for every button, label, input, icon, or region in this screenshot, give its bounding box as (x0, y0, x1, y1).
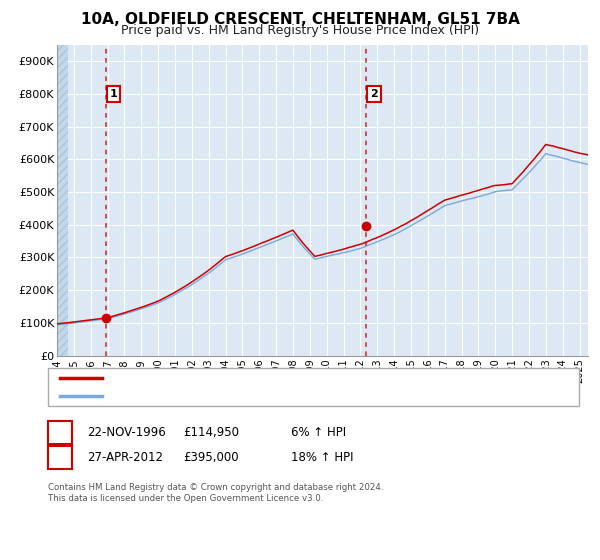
Text: 27-APR-2012: 27-APR-2012 (87, 451, 163, 464)
Text: Price paid vs. HM Land Registry's House Price Index (HPI): Price paid vs. HM Land Registry's House … (121, 24, 479, 36)
Text: Contains HM Land Registry data © Crown copyright and database right 2024.: Contains HM Land Registry data © Crown c… (48, 483, 383, 492)
Text: 2: 2 (370, 89, 378, 99)
Text: 10A, OLDFIELD CRESCENT, CHELTENHAM, GL51 7BA (detached house): 10A, OLDFIELD CRESCENT, CHELTENHAM, GL51… (108, 373, 475, 383)
Text: £114,950: £114,950 (183, 426, 239, 439)
Text: 1: 1 (110, 89, 118, 99)
Text: 2: 2 (56, 451, 64, 464)
Text: This data is licensed under the Open Government Licence v3.0.: This data is licensed under the Open Gov… (48, 494, 323, 503)
Bar (57, 45, 68, 356)
Text: 1: 1 (56, 426, 64, 439)
Text: 6% ↑ HPI: 6% ↑ HPI (291, 426, 346, 439)
Text: 18% ↑ HPI: 18% ↑ HPI (291, 451, 353, 464)
Text: 22-NOV-1996: 22-NOV-1996 (87, 426, 166, 439)
Text: 10A, OLDFIELD CRESCENT, CHELTENHAM, GL51 7BA: 10A, OLDFIELD CRESCENT, CHELTENHAM, GL51… (80, 12, 520, 27)
Text: HPI: Average price, detached house, Cheltenham: HPI: Average price, detached house, Chel… (108, 391, 365, 401)
Text: £395,000: £395,000 (183, 451, 239, 464)
